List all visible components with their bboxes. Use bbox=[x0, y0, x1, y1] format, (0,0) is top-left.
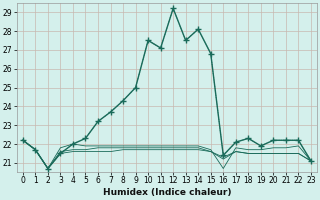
X-axis label: Humidex (Indice chaleur): Humidex (Indice chaleur) bbox=[103, 188, 231, 197]
